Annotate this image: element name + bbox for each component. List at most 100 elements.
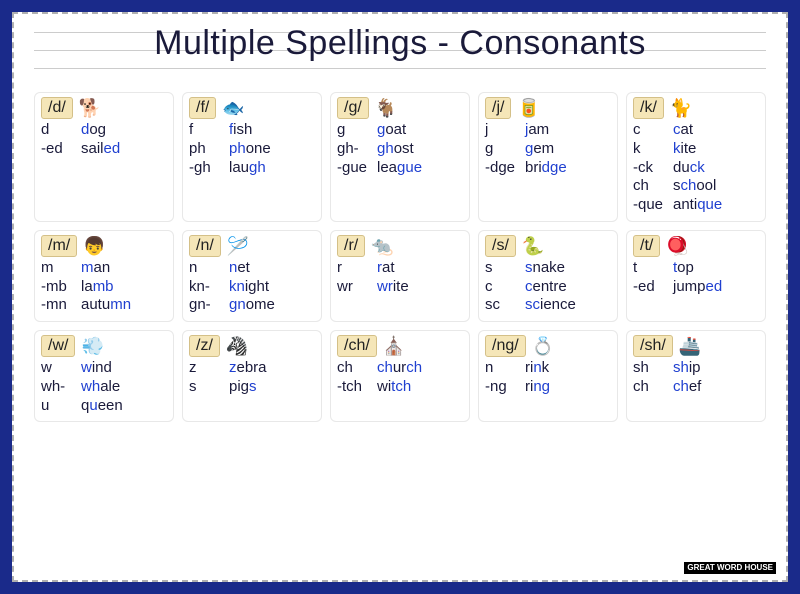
card-header: /w/💨 bbox=[41, 335, 167, 357]
example-word: duck bbox=[673, 159, 705, 178]
card-row: /m/👦mman-mblamb-mnautumn/n/🪡nnetkn-knigh… bbox=[34, 230, 766, 322]
sound-label: /w/ bbox=[41, 335, 75, 357]
entry-row: -tchwitch bbox=[337, 378, 463, 397]
card-icon: 👦 bbox=[83, 237, 105, 255]
sound-label: /d/ bbox=[41, 97, 73, 119]
entry-row: -queantique bbox=[633, 196, 759, 215]
example-word: queen bbox=[81, 397, 123, 416]
example-word: lamb bbox=[81, 278, 114, 297]
example-word: snake bbox=[525, 259, 565, 278]
example-word: whale bbox=[81, 378, 120, 397]
card-icon: 🐈 bbox=[670, 99, 692, 117]
entry-row: -gueleague bbox=[337, 159, 463, 178]
sound-label: /k/ bbox=[633, 97, 664, 119]
example-word: rat bbox=[377, 259, 395, 278]
sound-label: /t/ bbox=[633, 235, 660, 257]
entry-row: ccat bbox=[633, 121, 759, 140]
spelling: s bbox=[485, 259, 525, 278]
spelling: wh- bbox=[41, 378, 81, 397]
card-header: /g/🐐 bbox=[337, 97, 463, 119]
entries: ggoatgh-ghost-gueleague bbox=[337, 121, 463, 177]
example-word: antique bbox=[673, 196, 722, 215]
sound-card: /f/🐟ffishphphone-ghlaugh bbox=[182, 92, 322, 222]
example-word: goat bbox=[377, 121, 406, 140]
spelling: wr bbox=[337, 278, 377, 297]
card-icon: ⛪ bbox=[383, 337, 405, 355]
example-word: jam bbox=[525, 121, 549, 140]
entries: ddog-edsailed bbox=[41, 121, 167, 159]
page-title: Multiple Spellings - Consonants bbox=[34, 24, 766, 63]
example-word: school bbox=[673, 177, 716, 196]
entry-row: gh-ghost bbox=[337, 140, 463, 159]
spelling: k bbox=[633, 140, 673, 159]
entry-row: nnet bbox=[189, 259, 315, 278]
sound-card: /r/🐀rratwrwrite bbox=[330, 230, 470, 322]
entry-row: nrink bbox=[485, 359, 611, 378]
example-word: church bbox=[377, 359, 422, 378]
entry-row: -ghlaugh bbox=[189, 159, 315, 178]
card-row: /d/🐕ddog-edsailed/f/🐟ffishphphone-ghlaug… bbox=[34, 92, 766, 222]
spelling: kn- bbox=[189, 278, 229, 297]
example-word: gnome bbox=[229, 296, 275, 315]
card-header: /f/🐟 bbox=[189, 97, 315, 119]
sound-card: /t/ 🪀 ttop-edjumped bbox=[626, 230, 766, 322]
card-header: /s/🐍 bbox=[485, 235, 611, 257]
entries: ttop-edjumped bbox=[633, 259, 759, 297]
entry-row: shship bbox=[633, 359, 759, 378]
spelling: sh bbox=[633, 359, 673, 378]
spelling: -ck bbox=[633, 159, 673, 178]
spelling: c bbox=[485, 278, 525, 297]
footer-logo: GREAT WORD HOUSE bbox=[684, 562, 776, 574]
example-word: gem bbox=[525, 140, 554, 159]
spelling: n bbox=[485, 359, 525, 378]
entries: nrink-ngring bbox=[485, 359, 611, 397]
card-icon: 🪀 bbox=[666, 237, 688, 255]
entry-row: ggoat bbox=[337, 121, 463, 140]
sound-card: /k/ 🐈 ccatkkite-ckduckchschool-queantique bbox=[626, 92, 766, 222]
card-header: /j/🥫 bbox=[485, 97, 611, 119]
spelling: ch bbox=[633, 378, 673, 397]
entries: zzebraspigs bbox=[189, 359, 315, 397]
sound-card: /d/🐕ddog-edsailed bbox=[34, 92, 174, 222]
sound-label: /j/ bbox=[485, 97, 511, 119]
entries: chchurch-tchwitch bbox=[337, 359, 463, 397]
example-word: ring bbox=[525, 378, 550, 397]
entry-row: -mblamb bbox=[41, 278, 167, 297]
example-word: bridge bbox=[525, 159, 567, 178]
entry-row: -edsailed bbox=[41, 140, 167, 159]
example-word: autumn bbox=[81, 296, 131, 315]
entry-row: -dgebridge bbox=[485, 159, 611, 178]
entry-row: kkite bbox=[633, 140, 759, 159]
card-row: /w/💨wwindwh-whaleuqueen/z/🦓zzebraspigs/c… bbox=[34, 330, 766, 422]
entry-row: chchef bbox=[633, 378, 759, 397]
card-header: /d/🐕 bbox=[41, 97, 167, 119]
card-header: /t/ 🪀 bbox=[633, 235, 759, 257]
example-word: witch bbox=[377, 378, 411, 397]
spelling: w bbox=[41, 359, 81, 378]
spelling: s bbox=[189, 378, 229, 397]
sound-card: /z/🦓zzebraspigs bbox=[182, 330, 322, 422]
spelling: d bbox=[41, 121, 81, 140]
entry-row: ccentre bbox=[485, 278, 611, 297]
card-icon: 🚢 bbox=[679, 337, 701, 355]
spelling: u bbox=[41, 397, 81, 416]
entries: nnetkn-knightgn-gnome bbox=[189, 259, 315, 315]
example-word: ghost bbox=[377, 140, 414, 159]
example-word: top bbox=[673, 259, 694, 278]
spelling: -que bbox=[633, 196, 673, 215]
entries: ccatkkite-ckduckchschool-queantique bbox=[633, 121, 759, 215]
entry-row: uqueen bbox=[41, 397, 167, 416]
entry-row: -edjumped bbox=[633, 278, 759, 297]
spelling: -ed bbox=[41, 140, 81, 159]
example-word: centre bbox=[525, 278, 567, 297]
spelling: -dge bbox=[485, 159, 525, 178]
spelling: j bbox=[485, 121, 525, 140]
sound-card: /sh/🚢shshipchchef bbox=[626, 330, 766, 422]
card-icon: 🐍 bbox=[522, 237, 544, 255]
sound-card: /w/💨wwindwh-whaleuqueen bbox=[34, 330, 174, 422]
card-header: /r/🐀 bbox=[337, 235, 463, 257]
spelling: n bbox=[189, 259, 229, 278]
example-word: phone bbox=[229, 140, 271, 159]
card-header: /k/ 🐈 bbox=[633, 97, 759, 119]
entry-row: rrat bbox=[337, 259, 463, 278]
